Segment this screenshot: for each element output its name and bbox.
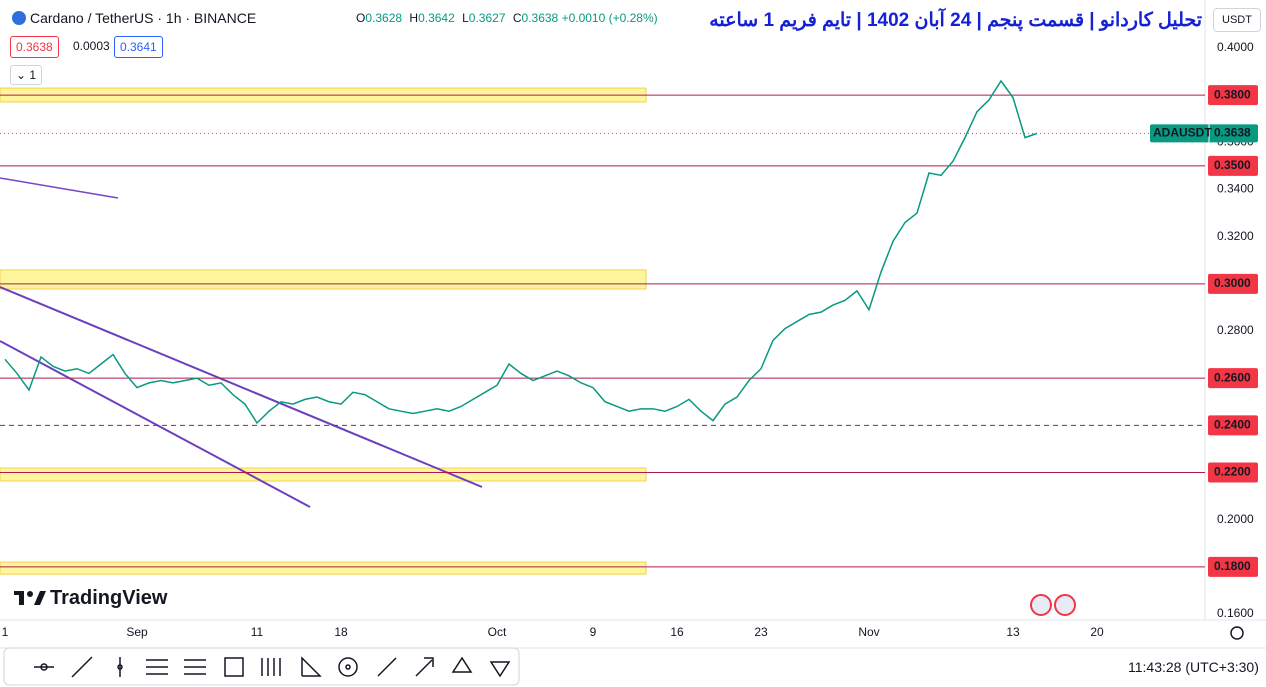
ohlc-key: C — [512, 11, 522, 25]
y-tick-label: 0.3400 — [1217, 182, 1254, 196]
clock: 11:43:28 (UTC+3:30) — [1128, 659, 1259, 675]
symbol[interactable]: Cardano / TetherUS · 1h · BINANCE — [12, 10, 256, 26]
x-tick-label: Sep — [126, 625, 148, 639]
x-tick-label: 13 — [1006, 625, 1020, 639]
price-level-tag — [1208, 273, 1258, 294]
price-level-label: 0.3500 — [1214, 158, 1251, 172]
x-tick-label: 1 — [2, 625, 9, 639]
symbol-text: Cardano / TetherUS · 1h · BINANCE — [30, 10, 257, 26]
brand-logo — [14, 591, 46, 605]
symbol-tag: ADAUSDT — [1153, 126, 1212, 140]
ohlc: O0.3628 H0.3642 L0.3627 C0.3638 +0.0010 … — [352, 11, 658, 25]
event-flag[interactable] — [1054, 594, 1076, 616]
ohlc-value: 0.3638 — [521, 11, 559, 25]
price-level-label: 0.3000 — [1214, 276, 1251, 290]
price-level-label: 0.1800 — [1214, 559, 1251, 573]
x-tick-label: 23 — [754, 625, 768, 639]
price-level-label: 0.3800 — [1214, 87, 1251, 101]
price-line — [4, 79, 1038, 425]
event-flag[interactable] — [1030, 594, 1052, 616]
zone — [0, 269, 647, 290]
ohlc-key: H — [409, 11, 419, 25]
x-tick-label: 9 — [590, 625, 597, 639]
price-level-tag — [1208, 415, 1258, 436]
indicator-count: 1 — [29, 68, 37, 82]
ohlc-key: L — [462, 11, 469, 25]
x-tick-label: 16 — [670, 625, 684, 639]
y-tick-label: 0.2800 — [1217, 323, 1254, 337]
change: +0.0010 (+0.28%) — [561, 11, 658, 25]
price-level-label: 0.2400 — [1214, 418, 1251, 432]
ohlc-key: O — [356, 11, 366, 25]
spread: 0.0003 — [73, 39, 110, 53]
toolbar-icons[interactable] — [34, 656, 511, 678]
ohlc-value: 0.3627 — [468, 11, 506, 25]
indicators-toggle[interactable]: ⌄ 1 — [10, 65, 43, 85]
price-level-tag — [1208, 85, 1258, 106]
y-tick-label: 0.4000 — [1217, 40, 1254, 54]
last-price-label: 0.3638 — [1214, 126, 1251, 140]
y-tick-label: 0.1600 — [1217, 606, 1254, 620]
y-tick-label: 0.3200 — [1217, 229, 1254, 243]
ohlc-value: 0.3628 — [365, 11, 403, 25]
last-price-tag — [1150, 124, 1258, 143]
trend-line — [0, 177, 119, 199]
x-tick-label: Oct — [488, 625, 507, 639]
price-level-tag — [1208, 368, 1258, 389]
zone — [0, 467, 647, 482]
zone — [0, 561, 647, 575]
price-level-tag — [1208, 462, 1258, 483]
timezone[interactable]: (UTC+3:30) — [1185, 659, 1259, 675]
brand: TradingView — [50, 587, 168, 609]
x-tick-label: 11 — [251, 625, 264, 639]
currency-select[interactable]: USDT — [1213, 8, 1261, 32]
sell-price[interactable]: 0.3638 — [10, 36, 59, 58]
price-level-label: 0.2200 — [1214, 465, 1251, 479]
price-level-label: 0.2600 — [1214, 370, 1251, 384]
trend-line — [0, 286, 483, 488]
chart-title: تحلیل کاردانو | قسمت پنجم | 24 آبان 1402… — [709, 10, 1202, 31]
buy-price[interactable]: 0.3641 — [114, 36, 163, 58]
price-level-tag — [1208, 155, 1258, 176]
ohlc-value: 0.3642 — [418, 11, 455, 25]
settings-icon[interactable] — [1230, 626, 1244, 640]
y-tick-label: 0.2000 — [1217, 512, 1254, 526]
price-level-tag — [1208, 556, 1258, 577]
x-tick-label: 18 — [334, 625, 348, 639]
trend-line — [0, 340, 311, 508]
x-tick-label: 20 — [1090, 625, 1104, 639]
clock-time: 11:43:28 — [1128, 659, 1182, 675]
x-tick-label: Nov — [858, 625, 879, 639]
